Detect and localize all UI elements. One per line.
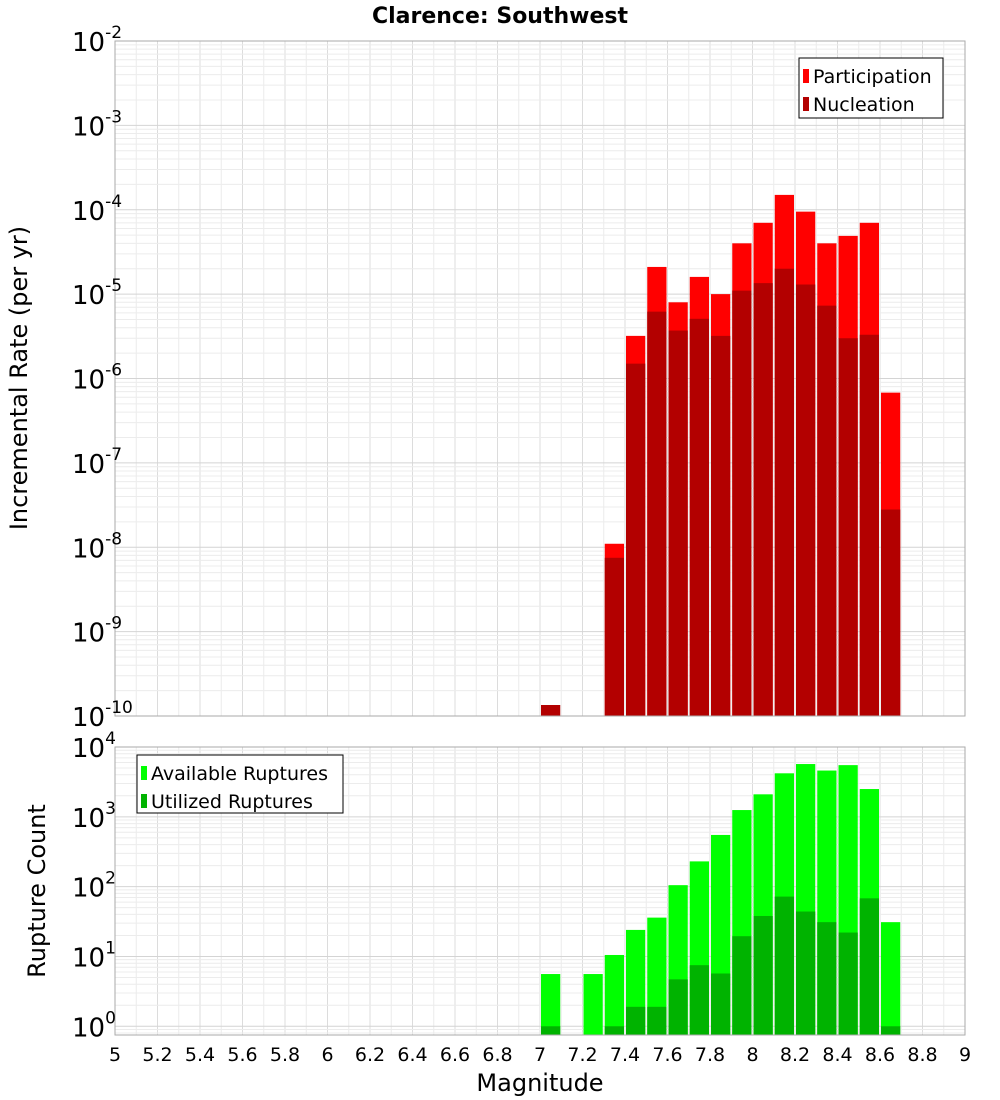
count-plot-frame [114,746,966,1036]
x-tick-label: 5.4 [185,1044,215,1066]
rate-bar-b [796,284,816,716]
legend-label: Participation [813,66,932,88]
legend-label: Available Ruptures [151,763,328,785]
count-bars [541,764,901,1035]
count-bar-b [796,911,816,1035]
count-bar-b [859,898,879,1035]
rate-bar-b [711,335,731,716]
rate-bar-b [817,305,837,716]
count-bar-b [689,965,709,1035]
legend-swatch [803,69,809,83]
count-y-axis-label: Rupture Count [23,804,51,978]
count-bar-a [647,917,667,1035]
count-bar-a [881,922,901,1035]
count-grid [115,746,965,1035]
legend-swatch [141,766,147,780]
legend-swatch [803,97,809,111]
rate-bars [541,194,901,717]
x-tick-label: 8.6 [865,1044,895,1066]
y-tick-label: 10-2 [72,23,122,58]
count-bar-b [774,896,794,1035]
rate-bar-b [753,283,773,716]
rate-bar-b [689,318,709,716]
x-tick-label: 6.8 [482,1044,512,1066]
y-tick-label: 10-8 [72,529,122,564]
y-tick-label: 103 [72,799,116,834]
x-tick-label: 7.4 [610,1044,640,1066]
rate-bar-b [881,509,901,716]
count-bar-b [647,1006,667,1035]
y-tick-label: 102 [72,869,116,904]
rate-bar-b [838,338,858,716]
rate-bar-b [626,363,646,716]
rate-y-axis-label: Incremental Rate (per yr) [5,226,33,530]
y-tick-label: 10-6 [72,361,122,396]
count-bar-b [541,1026,561,1035]
y-tick-label: 10-7 [72,445,122,480]
x-tick-label: 6.2 [355,1044,385,1066]
x-axis-label: Magnitude [476,1069,603,1097]
rate-bar-b [668,330,688,716]
count-y-tick-labels: 100 101 102 103 104 [72,729,116,1043]
x-tick-label: 5 [109,1044,121,1066]
rate-grid [115,40,965,717]
y-tick-label: 100 [72,1008,116,1043]
rate-bar-b [541,705,561,716]
y-tick-label: 10-9 [72,614,122,649]
x-tick-label: 8.4 [822,1044,852,1066]
rate-bar-b [732,290,752,716]
legend-label: Utilized Ruptures [151,791,313,813]
x-tick-label: 8 [746,1044,758,1066]
y-tick-label: 10-4 [72,192,122,227]
x-tick-label: 6.6 [440,1044,470,1066]
x-tick-label: 7.2 [567,1044,597,1066]
rate-y-tick-labels: 10-10 10-9 10-8 10-7 10-6 10-5 10-4 10-3 10-2 [72,23,133,733]
x-tick-label: 9 [959,1044,971,1066]
count-bar-b [668,979,688,1035]
legend-label: Nucleation [813,94,915,116]
x-tick-labels: 5 5.2 5.4 5.6 5.8 6 6.2 6.4 6.6 6.8 7 7.2 7.4 7.6 7.8 8… [109,1044,971,1066]
count-legend: Available Ruptures Utilized Ruptures [136,754,344,814]
x-tick-label: 7 [534,1044,546,1066]
count-bar-a [583,974,603,1035]
y-tick-label: 10-10 [72,698,133,733]
legend-box [136,754,344,814]
y-tick-label: 104 [72,729,116,764]
count-bar-b [711,973,731,1035]
x-tick-label: 7.6 [652,1044,682,1066]
rate-bar-b [647,311,667,716]
rate-panel: 10-10 10-9 10-8 10-7 10-6 10-5 10-4 10-3 10-2 In… [5,23,966,733]
y-tick-label: 101 [72,938,116,973]
count-bar-b [838,932,858,1035]
x-tick-label: 7.8 [695,1044,725,1066]
y-tick-label: 10-5 [72,276,122,311]
count-panel: 100 101 102 103 104 Rupture Count Available … [23,729,971,1097]
rate-plot-frame [114,40,966,717]
x-tick-label: 5.6 [227,1044,257,1066]
rate-bar-b [859,334,879,716]
x-tick-label: 5.2 [142,1044,172,1066]
rate-legend: Participation Nucleation [798,57,944,119]
count-bar-b [604,1026,624,1035]
rate-bar-b [604,557,624,716]
x-tick-label: 8.2 [780,1044,810,1066]
rate-bar-b [774,268,794,716]
x-tick-label: 6.4 [397,1044,427,1066]
chart-title: Clarence: Southwest [372,4,629,29]
count-bar-b [753,915,773,1035]
legend-box [798,57,944,119]
count-bar-b [732,936,752,1035]
x-tick-label: 6 [321,1044,333,1066]
count-bar-a [604,954,624,1035]
count-bar-b [817,922,837,1035]
x-tick-label: 5.8 [270,1044,300,1066]
y-tick-label: 10-3 [72,107,122,142]
count-bar-b [881,1026,901,1035]
count-bar-a [541,974,561,1035]
count-bar-b [626,1006,646,1035]
x-tick-label: 8.8 [907,1044,937,1066]
legend-swatch [141,794,147,808]
